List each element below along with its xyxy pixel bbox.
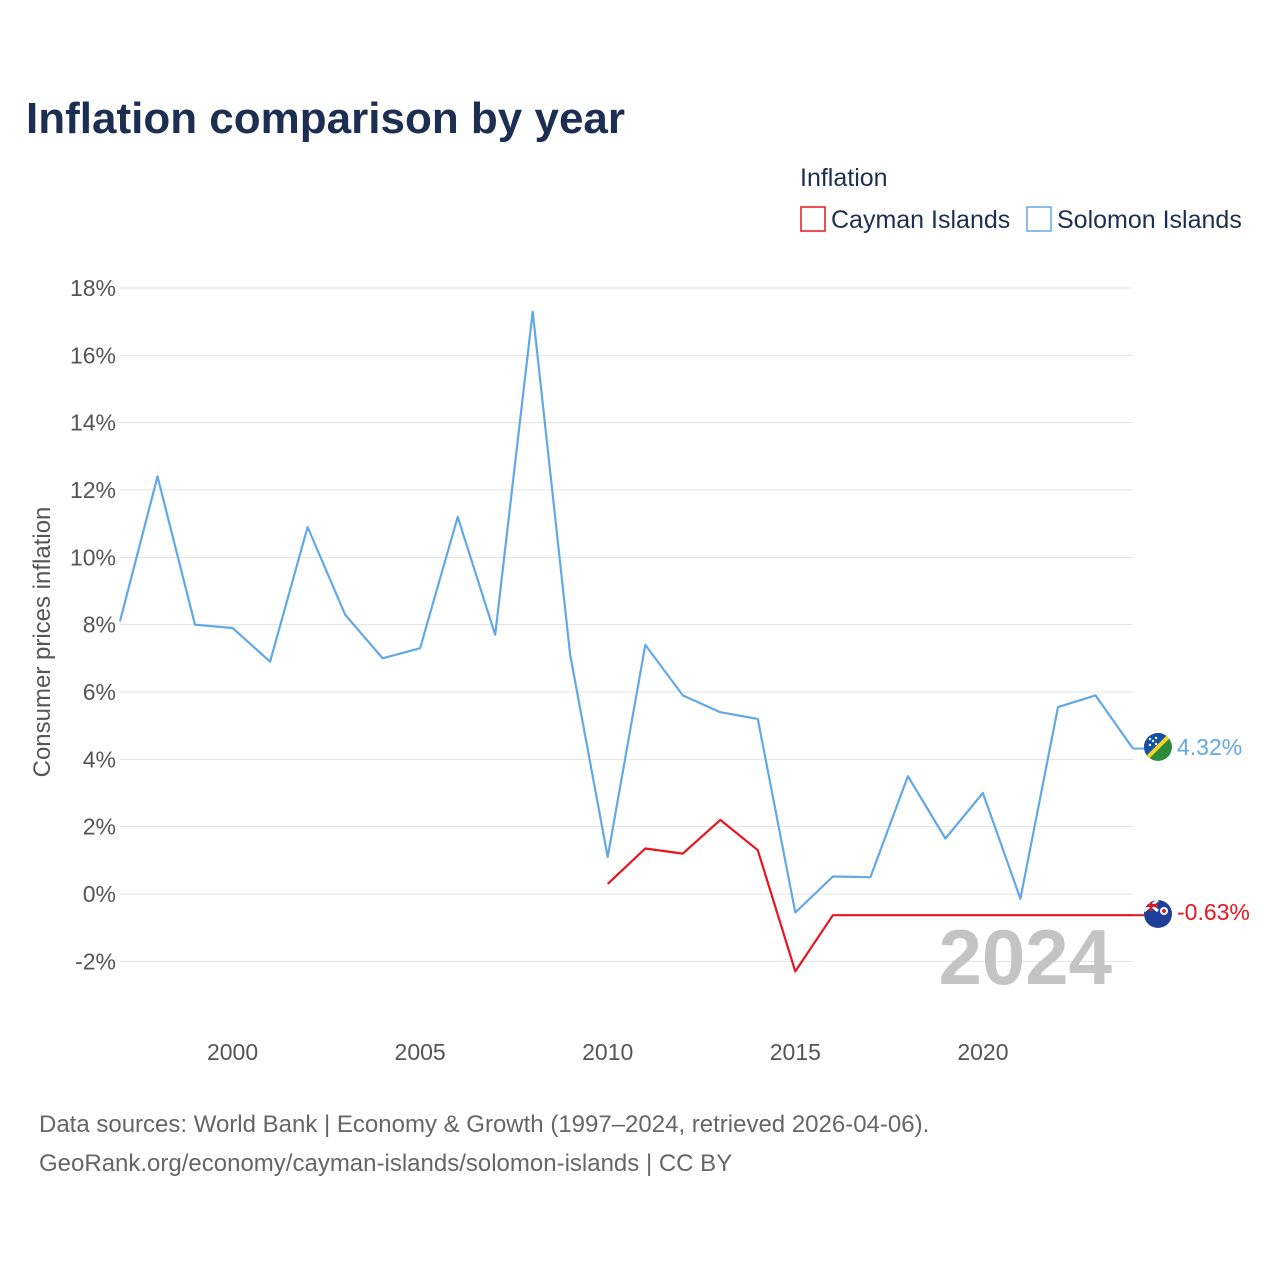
y-tick-label: 8%	[83, 612, 116, 638]
chart-title: Inflation comparison by year	[26, 94, 625, 143]
y-tick-label: 14%	[70, 410, 116, 436]
grid-lines	[120, 287, 1133, 962]
source-line-1: Data sources: World Bank | Economy & Gro…	[39, 1111, 929, 1138]
y-tick-label: 12%	[70, 477, 116, 503]
y-axis-ticks: -2% 0% 2% 4% 6% 8% 10% 12% 14% 16% 18%	[70, 275, 116, 974]
y-tick-label: 10%	[70, 544, 116, 570]
x-tick-label: 2020	[957, 1039, 1008, 1065]
x-tick-label: 2005	[395, 1039, 446, 1065]
y-tick-label: 0%	[83, 881, 116, 907]
x-tick-label: 2010	[582, 1039, 633, 1065]
series-line-cayman-islands[interactable]	[606, 818, 1133, 973]
series-lines	[118, 310, 1144, 973]
cayman-islands-flag-icon	[1144, 900, 1172, 928]
solomon-islands-flag-icon	[1144, 733, 1172, 761]
year-watermark: 2024	[938, 913, 1112, 1001]
legend-label-solomon-islands[interactable]: Solomon Islands	[1057, 206, 1242, 234]
legend-title: Inflation	[800, 164, 888, 192]
series-line-solomon-islands[interactable]	[118, 310, 1134, 914]
cayman-islands-end-label: -0.63%	[1177, 899, 1250, 925]
y-tick-label: 2%	[83, 814, 116, 840]
source-line-2[interactable]: GeoRank.org/economy/cayman-islands/solom…	[39, 1150, 732, 1177]
y-tick-label: 16%	[70, 342, 116, 368]
y-tick-label: 4%	[83, 746, 116, 772]
y-tick-label: -2%	[75, 948, 116, 974]
solomon-islands-end-label: 4.32%	[1177, 734, 1242, 760]
y-tick-label: 6%	[83, 679, 116, 705]
x-axis-ticks: 2000 2005 2010 2015 2020	[207, 1039, 1009, 1065]
legend-label-cayman-islands[interactable]: Cayman Islands	[831, 206, 1010, 234]
x-tick-label: 2015	[770, 1039, 821, 1065]
y-axis-title: Consumer prices inflation	[29, 507, 56, 778]
x-tick-label: 2000	[207, 1039, 258, 1065]
legend-swatch-cayman-islands[interactable]	[800, 206, 826, 232]
y-tick-label: 18%	[70, 275, 116, 301]
legend: Inflation Cayman Islands Solomon Islands	[800, 164, 1242, 234]
legend-swatch-solomon-islands[interactable]	[1026, 206, 1052, 232]
